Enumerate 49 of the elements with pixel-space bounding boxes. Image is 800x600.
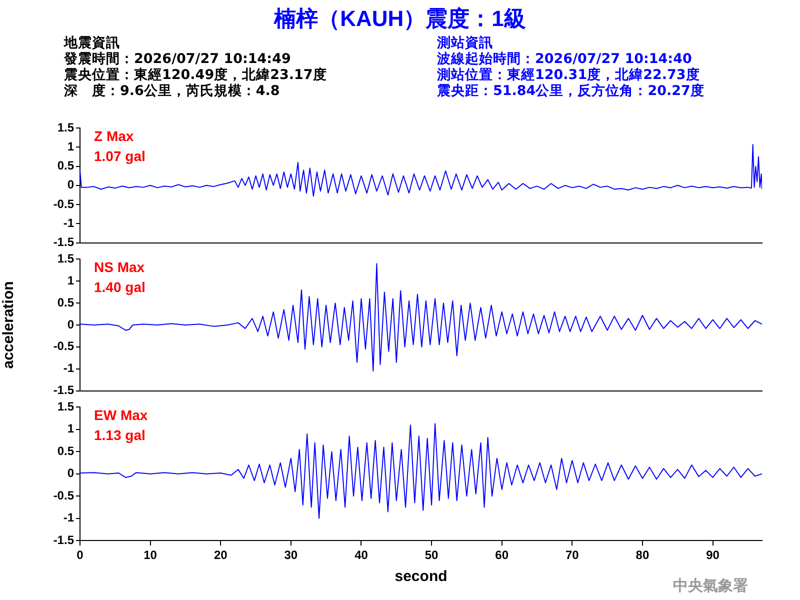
annotation: 1.13 gal (94, 427, 146, 444)
y-tick-label: 1 (67, 422, 74, 436)
text: 中央氣象署 (673, 576, 748, 594)
text: 深 度：9.6公里，芮氏規模：4.8 (64, 83, 281, 99)
y-tick-label: 1 (67, 139, 74, 154)
annotation: 1.40 gal (94, 279, 146, 296)
y-tick-label: -1.5 (53, 383, 74, 398)
chart-title: 楠梓（KAUH）震度：1級 (272, 5, 527, 33)
annotation: Z Max (94, 128, 134, 144)
y-tick-label: 0 (67, 466, 74, 480)
y-tick-label: 1.5 (57, 252, 74, 266)
y-tick-label: -1 (63, 510, 74, 525)
y-tick-label: -1.5 (53, 532, 74, 547)
y-axis-title: acceleration (0, 281, 18, 369)
y-tick-label: 0.5 (57, 295, 74, 310)
x-tick-label: 60 (495, 548, 509, 562)
x-tick-label: 20 (214, 548, 228, 562)
annotation: EW Max (94, 407, 148, 424)
x-tick-label: 10 (144, 548, 158, 562)
x-tick-label: 90 (706, 548, 720, 562)
text: 發震時間：2026/07/27 10:14:49 (64, 51, 292, 67)
text: 震央位置：東經120.49度，北緯23.17度 (64, 67, 327, 83)
y-tick-label: 0.5 (57, 158, 74, 173)
annotation: NS Max (94, 259, 145, 276)
y-tick-label: 1.5 (57, 400, 74, 414)
y-tick-label: -0.5 (53, 488, 74, 502)
x-tick-label: 50 (424, 548, 439, 562)
x-tick-label: 30 (284, 548, 298, 562)
text: 地震資訊 (64, 35, 121, 51)
x-axis-title: second (394, 568, 448, 586)
y-tick-label: -0.5 (53, 196, 74, 211)
x-tick-label: 80 (636, 548, 650, 562)
y-tick-label: -1 (63, 361, 74, 376)
y-tick-label: 0 (67, 317, 74, 332)
text: 震央距：51.84公里，反方位角：20.27度 (437, 83, 704, 99)
annotation: 1.07 gal (94, 148, 146, 164)
y-tick-label: 1.5 (57, 120, 74, 134)
text: 測站位置：東經120.31度，北緯22.73度 (437, 67, 701, 83)
x-tick-label: 70 (565, 548, 580, 562)
x-tick-label: 0 (76, 548, 84, 562)
text: 波線起始時間：2026/07/27 10:14:40 (437, 51, 693, 67)
y-tick-label: 0.5 (57, 444, 74, 458)
y-tick-label: -0.5 (53, 339, 74, 354)
text: 測站資訊 (437, 35, 494, 51)
y-tick-label: 1 (67, 273, 74, 288)
y-tick-label: -1.5 (53, 235, 74, 250)
x-tick-label: 40 (354, 548, 368, 562)
y-tick-label: -1 (63, 216, 74, 230)
y-tick-label: 0 (67, 178, 74, 192)
